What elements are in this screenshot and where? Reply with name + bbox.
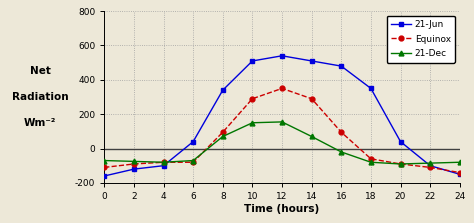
- 21-Jun: [427, 164, 433, 167]
- Line: Equinox: Equinox: [102, 86, 462, 175]
- Equinox: [220, 131, 226, 134]
- 21-Dec: [398, 163, 403, 165]
- Equinox: [368, 157, 374, 160]
- Equinox: [190, 161, 196, 164]
- 21-Dec: [279, 121, 285, 123]
- 21-Jun: [338, 65, 344, 67]
- 21-Dec: [427, 162, 433, 164]
- 21-Dec: [161, 161, 166, 164]
- Legend: 21-Jun, Equinox, 21-Dec: 21-Jun, Equinox, 21-Dec: [387, 16, 455, 62]
- Equinox: [398, 163, 403, 165]
- 21-Dec: [131, 160, 137, 163]
- 21-Dec: [101, 159, 107, 162]
- 21-Dec: [190, 159, 196, 162]
- 21-Jun: [309, 60, 314, 62]
- 21-Jun: [398, 140, 403, 143]
- 21-Dec: [220, 135, 226, 138]
- 21-Jun: [101, 175, 107, 177]
- Equinox: [249, 97, 255, 100]
- 21-Jun: [220, 89, 226, 91]
- 21-Dec: [249, 121, 255, 124]
- Text: Radiation: Radiation: [12, 92, 69, 102]
- 21-Dec: [457, 161, 463, 164]
- Line: 21-Jun: 21-Jun: [102, 53, 462, 178]
- Equinox: [338, 131, 344, 134]
- Equinox: [427, 166, 433, 169]
- 21-Jun: [368, 87, 374, 90]
- 21-Jun: [279, 54, 285, 57]
- Line: 21-Dec: 21-Dec: [102, 120, 462, 166]
- 21-Dec: [368, 161, 374, 164]
- X-axis label: Time (hours): Time (hours): [245, 204, 319, 214]
- 21-Jun: [161, 164, 166, 167]
- 21-Jun: [131, 168, 137, 170]
- 21-Jun: [457, 173, 463, 176]
- Equinox: [161, 161, 166, 164]
- Equinox: [279, 87, 285, 90]
- Text: Net: Net: [30, 66, 51, 76]
- Equinox: [457, 171, 463, 174]
- Equinox: [101, 166, 107, 169]
- 21-Jun: [190, 140, 196, 143]
- 21-Jun: [249, 60, 255, 62]
- Text: Wm⁻²: Wm⁻²: [24, 118, 56, 128]
- 21-Dec: [338, 151, 344, 153]
- 21-Dec: [309, 135, 314, 138]
- Equinox: [131, 163, 137, 165]
- Equinox: [309, 97, 314, 100]
